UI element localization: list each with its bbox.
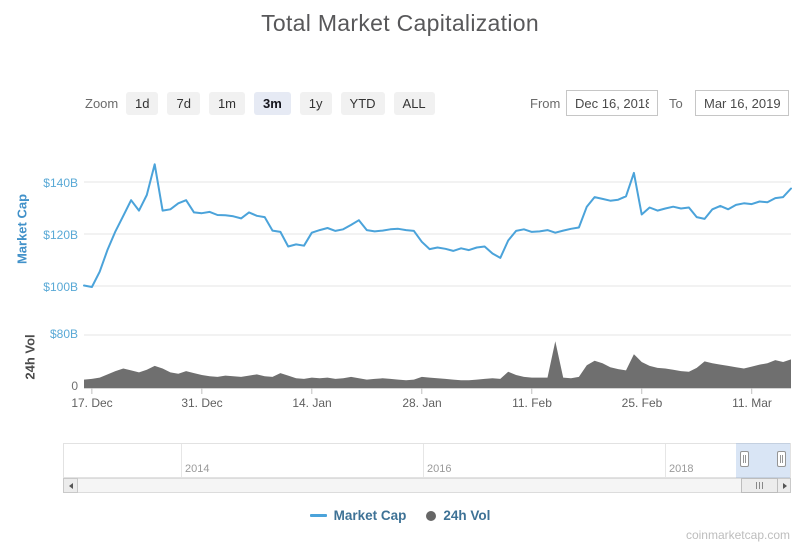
- zoom-button-3m[interactable]: 3m: [254, 92, 291, 115]
- right-triangle-icon: [783, 483, 787, 489]
- from-date-input[interactable]: [566, 90, 658, 116]
- zoom-button-group: 1d 7d 1m 3m 1y YTD ALL: [126, 92, 435, 115]
- market-cap-axis-title: Market Cap: [14, 193, 30, 265]
- yaxis-tick-80b: $80B: [49, 327, 78, 341]
- navigator-year-2018: 2018: [669, 463, 694, 475]
- zoom-button-1m[interactable]: 1m: [208, 92, 245, 115]
- legend-item-24h-vol[interactable]: 24h Vol: [426, 508, 490, 523]
- navigator-gridline: [423, 444, 424, 477]
- chart-legend: Market Cap 24h Vol: [0, 508, 800, 523]
- navigator-right-handle[interactable]: [777, 451, 786, 467]
- navigator-gridline: [181, 444, 182, 477]
- navigator-gridline: [665, 444, 666, 477]
- zoom-label: Zoom: [85, 96, 119, 111]
- x-axis-label: 14. Jan: [292, 396, 332, 410]
- zoom-button-7d[interactable]: 7d: [167, 92, 200, 115]
- yaxis-tick-0: 0: [71, 379, 78, 393]
- chart-controls: Zoom 1d 7d 1m 3m 1y YTD ALL From To: [0, 90, 800, 118]
- zoom-button-all[interactable]: ALL: [393, 92, 435, 115]
- volume-axis-title: 24h Vol: [22, 334, 38, 380]
- scrollbar-track[interactable]: [63, 478, 791, 493]
- navigator[interactable]: 2014 2016 2018: [63, 443, 791, 478]
- volume-area-series: [84, 341, 791, 388]
- legend-item-market-cap[interactable]: Market Cap: [309, 508, 406, 523]
- x-axis-label: 28. Jan: [402, 396, 442, 410]
- yaxis-tick-120b: $120B: [43, 228, 78, 242]
- circle-marker-icon: [426, 510, 437, 521]
- page-title: Total Market Capitalization: [261, 10, 539, 36]
- zoom-button-1y[interactable]: 1y: [299, 92, 332, 115]
- x-axis-label: 17. Dec: [71, 396, 113, 410]
- navigator-year-2014: 2014: [185, 463, 210, 475]
- x-axis-label: 11. Feb: [512, 396, 552, 410]
- yaxis-tick-140b: $140B: [43, 176, 78, 190]
- yaxis-tick-100b: $100B: [43, 280, 78, 294]
- scrollbar-left-arrow-button[interactable]: [63, 478, 78, 493]
- watermark: coinmarketcap.com: [685, 528, 790, 542]
- x-axis-label: 25. Feb: [621, 396, 663, 410]
- scrollbar-thumb[interactable]: [741, 478, 778, 493]
- zoom-button-1d[interactable]: 1d: [126, 92, 159, 115]
- to-label: To: [669, 96, 683, 111]
- navigator-left-handle[interactable]: [740, 451, 749, 467]
- market-cap-line-series: [83, 163, 792, 288]
- left-triangle-icon: [69, 483, 73, 489]
- zoom-button-ytd[interactable]: YTD: [340, 92, 385, 115]
- line-marker-icon: [309, 514, 327, 517]
- navigator-year-2016: 2016: [427, 463, 452, 475]
- from-label: From: [530, 96, 561, 111]
- x-axis-label: 31. Dec: [181, 396, 223, 410]
- to-date-input[interactable]: [695, 90, 789, 116]
- scrollbar-right-arrow-button[interactable]: [776, 478, 791, 493]
- x-axis-label: 11. Mar: [732, 396, 772, 410]
